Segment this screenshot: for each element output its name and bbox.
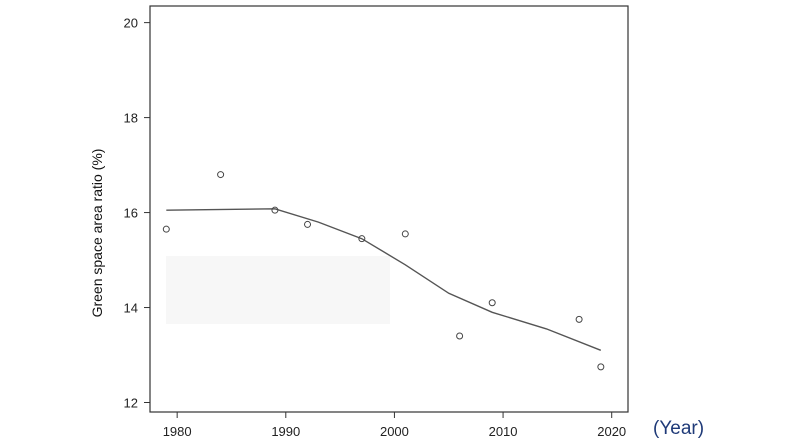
plot-frame	[149, 5, 629, 413]
trend-line	[166, 208, 602, 351]
x-tick-label: 2020	[597, 424, 626, 439]
background-patch	[166, 256, 390, 324]
x-tick-label: 2010	[489, 424, 518, 439]
y-axis: 12 14 16 18 20	[124, 16, 150, 411]
data-point	[401, 230, 409, 238]
x-tick-label: 1980	[163, 424, 192, 439]
y-tick-label: 16	[124, 206, 138, 221]
data-point	[597, 363, 605, 371]
y-tick-label: 12	[124, 396, 138, 411]
y-tick-label: 20	[124, 16, 138, 31]
y-tick-label: 14	[124, 301, 138, 316]
data-point	[358, 235, 366, 243]
data-point	[217, 171, 225, 179]
y-tick-label: 18	[124, 111, 138, 126]
data-points	[162, 171, 605, 371]
x-tick-label: 1990	[271, 424, 300, 439]
y-axis-title: Green space area ratio (%)	[89, 149, 105, 318]
data-point	[271, 206, 279, 214]
data-point	[575, 315, 583, 323]
data-point	[162, 225, 170, 233]
data-point	[456, 332, 464, 340]
x-axis: 1980 1990 2000 2010 2020	[163, 412, 626, 439]
x-tick-label: 2000	[380, 424, 409, 439]
x-unit-note: (Year)	[653, 418, 704, 439]
data-point	[304, 220, 312, 228]
data-point	[488, 299, 496, 307]
